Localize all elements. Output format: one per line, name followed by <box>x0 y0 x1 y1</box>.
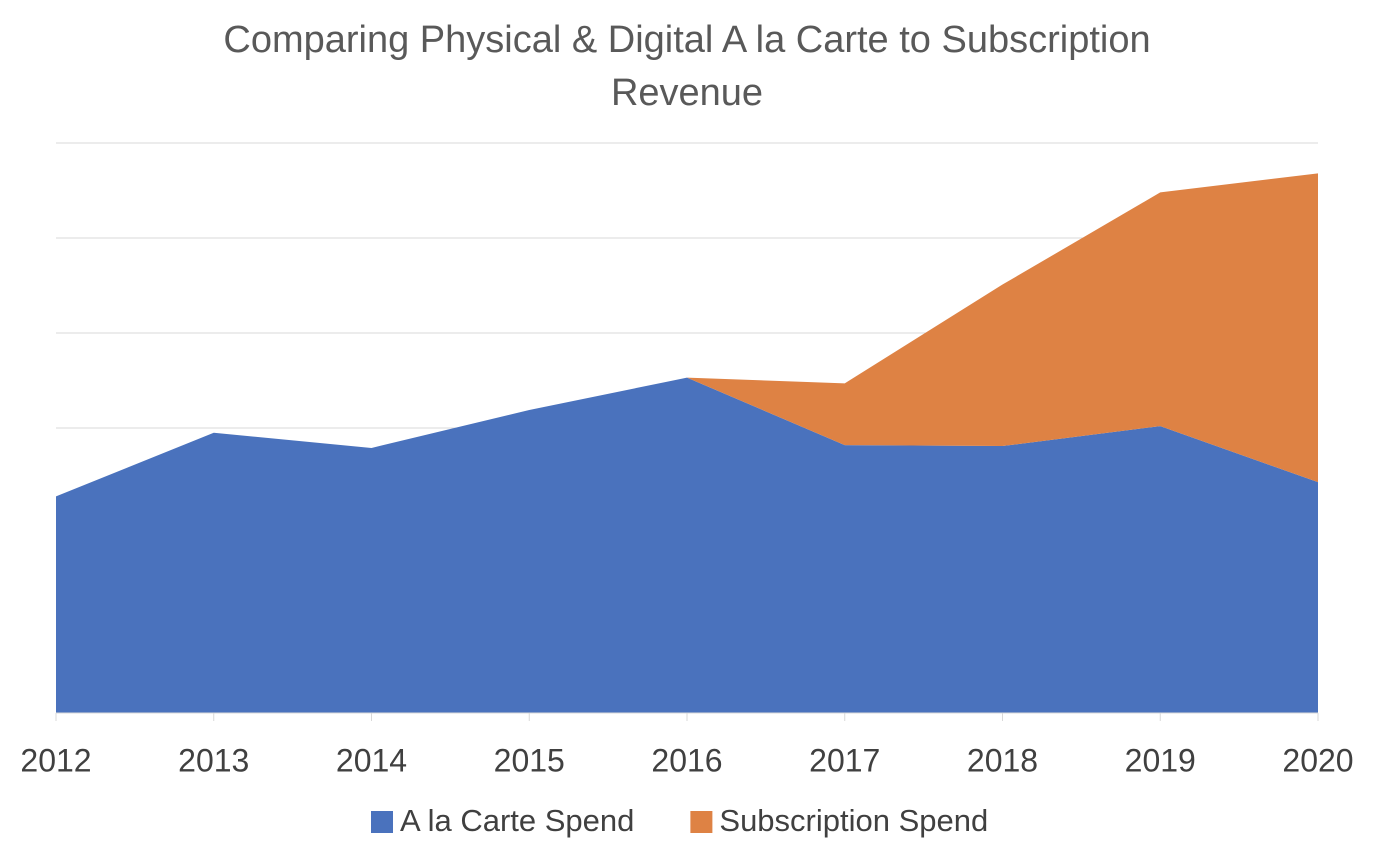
chart-title: Comparing Physical & Digital A la Carte … <box>223 19 1151 114</box>
x-tick-label: 2012 <box>20 742 91 778</box>
area <box>56 377 1318 713</box>
x-tick-label: 2015 <box>494 742 565 778</box>
x-tick-label: 2019 <box>1125 742 1196 778</box>
x-tick-label: 2017 <box>809 742 880 778</box>
legend-swatch <box>371 811 393 833</box>
x-tick-label: 2020 <box>1282 742 1353 778</box>
legend: A la Carte Spend Subscription Spend <box>371 803 988 838</box>
x-tick-label: 2013 <box>178 742 249 778</box>
legend-label: Subscription Spend <box>719 803 988 838</box>
x-tick-label: 2016 <box>651 742 722 778</box>
area <box>56 173 1318 497</box>
legend-label: A la Carte Spend <box>400 803 634 838</box>
x-tick-label: 2014 <box>336 742 407 778</box>
x-tick-label: 2018 <box>967 742 1038 778</box>
legend-swatch <box>690 811 713 833</box>
